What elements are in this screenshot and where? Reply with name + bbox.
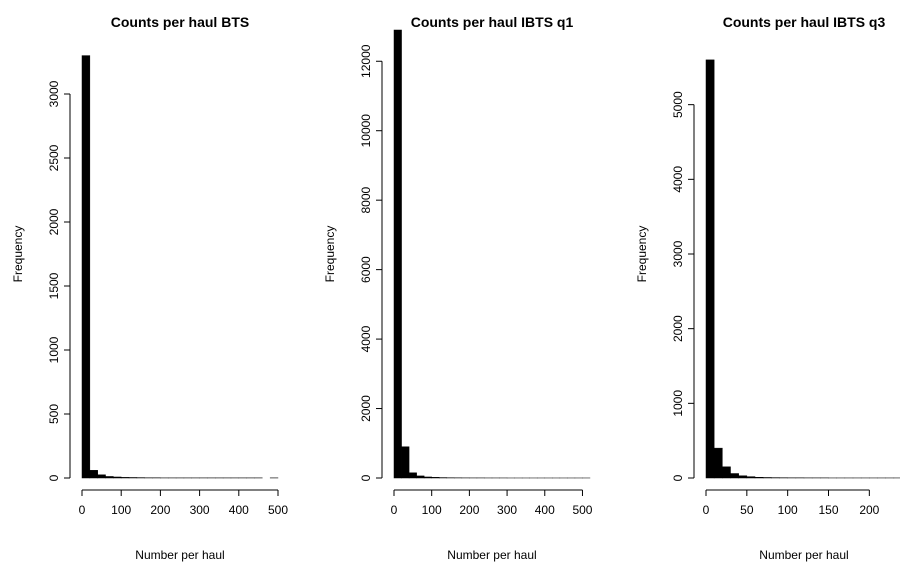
y-tick-label: 4000 xyxy=(671,166,685,193)
x-tick-label: 400 xyxy=(229,503,249,517)
bar xyxy=(431,477,440,479)
y-tick-label: 1500 xyxy=(47,272,61,299)
x-tick-label: 100 xyxy=(778,503,798,517)
x-tick-label: 100 xyxy=(111,503,131,517)
x-tick-label: 500 xyxy=(268,503,288,517)
x-tick-label: 200 xyxy=(459,503,479,517)
bar xyxy=(97,474,106,479)
bar xyxy=(730,473,739,479)
y-tick-label: 1000 xyxy=(47,336,61,363)
x-tick-label: 200 xyxy=(150,503,170,517)
bar xyxy=(754,477,764,479)
y-tick-label: 12000 xyxy=(359,44,373,78)
bar xyxy=(113,476,122,479)
bar xyxy=(738,475,748,479)
x-tick-label: 150 xyxy=(818,503,838,517)
x-tick-label: 500 xyxy=(572,503,592,517)
bar xyxy=(128,477,138,479)
y-axis-label: Frequency xyxy=(11,226,25,283)
bar xyxy=(89,470,98,479)
y-tick-label: 3000 xyxy=(671,240,685,267)
y-tick-label: 2500 xyxy=(47,144,61,171)
chart-title: Counts per haul IBTS q3 xyxy=(723,14,886,30)
bar xyxy=(746,476,756,479)
bar xyxy=(408,472,417,479)
y-tick-label: 0 xyxy=(359,474,373,481)
y-tick-label: 1000 xyxy=(671,390,685,417)
y-tick-label: 0 xyxy=(47,474,61,481)
y-axis-label: Frequency xyxy=(323,226,337,283)
bar xyxy=(762,477,772,479)
x-tick-label: 300 xyxy=(497,503,517,517)
bar xyxy=(81,55,91,479)
bar xyxy=(105,476,114,479)
x-tick-label: 200 xyxy=(859,503,879,517)
x-axis-label: Number per haul xyxy=(759,548,848,562)
y-tick-label: 0 xyxy=(671,474,685,481)
x-tick-label: 100 xyxy=(422,503,442,517)
bar xyxy=(705,59,715,479)
x-tick-label: 50 xyxy=(740,503,754,517)
x-axis-label: Number per haul xyxy=(447,548,536,562)
y-tick-label: 2000 xyxy=(671,315,685,342)
x-tick-label: 0 xyxy=(703,503,710,517)
y-tick-label: 8000 xyxy=(359,187,373,214)
x-tick-label: 0 xyxy=(391,503,398,517)
y-axis-label: Frequency xyxy=(635,226,649,283)
x-tick-label: 300 xyxy=(190,503,210,517)
y-tick-label: 10000 xyxy=(359,114,373,148)
bar xyxy=(393,29,402,479)
x-axis-label: Number per haul xyxy=(135,548,224,562)
bar xyxy=(401,446,410,479)
y-tick-label: 4000 xyxy=(359,325,373,352)
bar xyxy=(722,466,731,479)
y-tick-label: 500 xyxy=(47,404,61,424)
bar xyxy=(120,477,130,479)
y-tick-label: 6000 xyxy=(359,256,373,283)
y-tick-label: 5000 xyxy=(671,91,685,118)
y-tick-label: 2000 xyxy=(47,208,61,235)
x-tick-label: 400 xyxy=(535,503,555,517)
bar xyxy=(713,447,723,479)
y-tick-label: 2000 xyxy=(359,395,373,422)
chart-title: Counts per haul IBTS q1 xyxy=(411,14,574,30)
x-tick-label: 0 xyxy=(79,503,86,517)
bar xyxy=(416,475,425,479)
bar xyxy=(423,476,432,479)
y-tick-label: 3000 xyxy=(47,80,61,107)
chart-title: Counts per haul BTS xyxy=(111,14,249,30)
